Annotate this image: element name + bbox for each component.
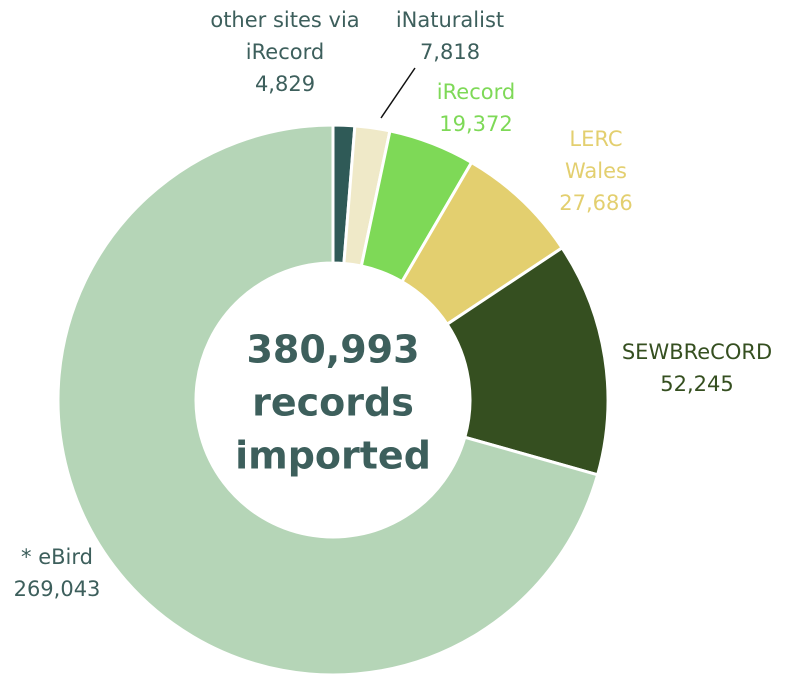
category-label: LERC Wales (565, 127, 627, 183)
category-label: iNaturalist (395, 8, 505, 32)
category-label: iRecord (436, 80, 516, 104)
category-label: * eBird (21, 545, 93, 569)
center-text: 380,993 (246, 328, 419, 372)
value-label: 19,372 (439, 112, 513, 136)
value-label: 7,818 (419, 40, 481, 64)
value-label: 269,043 (13, 577, 101, 601)
slice-label: SEWBReCORD 52,245 (597, 336, 793, 400)
value-label: 52,245 (660, 372, 734, 396)
category-label: other sites via iRecord (210, 8, 360, 64)
center-text: imported (235, 434, 431, 478)
value-label: 4,829 (254, 72, 316, 96)
center-text: records (252, 381, 414, 425)
slice (445, 245, 610, 477)
slice-label: * eBird 269,043 (0, 541, 127, 605)
slice-label: other sites via iRecord 4,829 (210, 4, 360, 100)
value-label: 27,686 (559, 191, 633, 215)
category-label: SEWBReCORD (621, 340, 773, 364)
slice-label: iNaturalist 7,818 (375, 4, 525, 68)
leader-line (380, 67, 416, 119)
slice-label: iRecord 19,372 (401, 76, 551, 140)
slice-label: LERC Wales 27,686 (546, 123, 646, 219)
